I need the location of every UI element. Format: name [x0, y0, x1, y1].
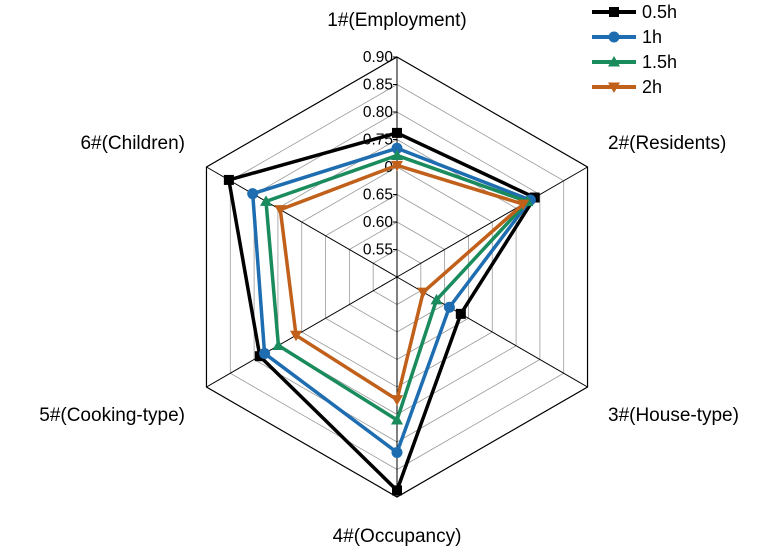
data-point — [455, 308, 466, 319]
data-point — [274, 205, 287, 216]
tick-label: 0.85 — [363, 77, 393, 94]
data-point — [609, 7, 619, 17]
legend: 0.5h 1h 1.5h 2h — [592, 2, 677, 97]
data-point — [417, 287, 430, 299]
axis-label: 3#(House-type) — [608, 405, 739, 426]
axis-spoke — [396, 166, 588, 278]
legend-entry: 1.5h — [592, 52, 677, 72]
data-point — [443, 301, 455, 313]
data-point — [290, 330, 303, 342]
data-point — [608, 56, 620, 67]
legend-entry: 2h — [592, 77, 662, 97]
data-point — [247, 188, 259, 200]
tick-label: 0.65 — [363, 187, 393, 204]
data-point — [430, 293, 443, 305]
data-point — [608, 82, 620, 93]
tick-label: 0.90 — [363, 49, 394, 66]
axis-spoke — [396, 276, 588, 388]
legend-label: 1h — [642, 27, 662, 47]
tick-label: 0.55 — [363, 242, 393, 259]
data-point — [223, 174, 234, 185]
axis-spoke — [206, 166, 398, 278]
axis-label: 1#(Employment) — [327, 10, 466, 31]
data-point — [517, 199, 530, 211]
data-point — [391, 446, 403, 458]
data-series — [223, 127, 540, 496]
data-point — [391, 149, 403, 160]
data-point — [391, 142, 403, 154]
axis-label: 2#(Residents) — [608, 133, 726, 154]
series-line — [278, 163, 525, 402]
axis-spoke — [206, 276, 398, 388]
axis-label: 5#(Cooking-type) — [39, 405, 185, 426]
data-point — [272, 339, 285, 350]
axis-label: 6#(Children) — [80, 133, 185, 154]
axis-labels: 1#(Employment) 2#(Residents) 3#(House-type… — [39, 10, 739, 547]
legend-label: 2h — [642, 77, 662, 97]
data-point — [259, 347, 271, 359]
tick-label: 0.60 — [363, 214, 394, 231]
radar-grid — [205, 56, 589, 498]
data-point — [391, 160, 403, 172]
legend-entry: 0.5h — [592, 2, 677, 22]
tick-label: 0.80 — [363, 104, 394, 121]
data-point — [392, 485, 402, 496]
data-point — [391, 414, 403, 425]
legend-label: 0.5h — [642, 2, 677, 22]
legend-entry: 1h — [592, 27, 662, 47]
data-point — [392, 127, 402, 138]
data-point — [260, 195, 273, 206]
axis-label: 4#(Occupancy) — [333, 526, 462, 547]
data-point — [608, 31, 620, 43]
data-point — [391, 395, 403, 406]
series-2h — [274, 160, 530, 406]
series-1h — [247, 142, 536, 458]
legend-label: 1.5h — [642, 52, 677, 72]
